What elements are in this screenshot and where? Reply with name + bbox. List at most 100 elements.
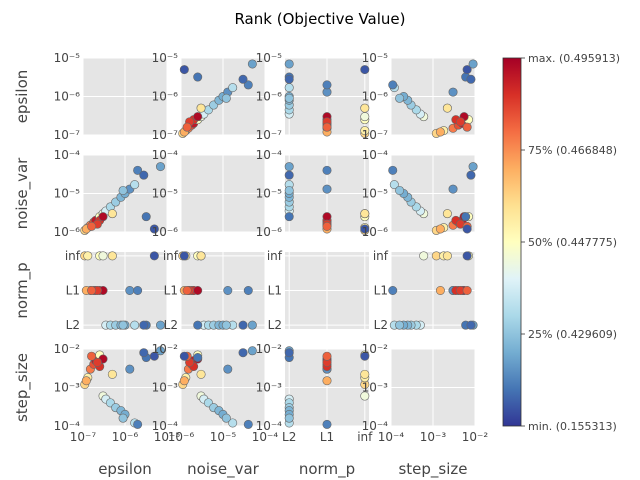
trial-point [462,285,472,295]
trial-point [360,126,370,136]
trial-point [87,285,97,295]
y-tick-label: inf [65,249,81,263]
trial-point [462,65,472,75]
panel-step_size-vs-epsilon: 10⁻⁴ 10⁻³ 10⁻² 10⁻⁷ 10⁻⁶ 10⁻⁵ [54,342,181,444]
colorbar-tick-label: 50% (0.447775) [528,236,617,249]
trial-point [193,320,203,330]
trial-point [149,251,159,261]
panel-norm_p-vs-norm_p: L2 L1 inf [267,249,369,332]
y-tick-label: 10⁻⁶ [152,90,179,104]
y-tick-label: 10⁻⁴ [256,419,283,433]
trial-point [243,80,253,90]
panel-epsilon-vs-step_size: 10⁻⁷ 10⁻⁶ 10⁻⁵ [362,51,478,142]
trial-point [284,348,294,358]
trial-point [98,212,108,222]
trial-point [435,285,445,295]
trial-point [133,285,143,295]
trial-point [360,65,370,75]
y-tick-label: 10⁻⁵ [256,187,283,201]
trial-point [130,180,140,190]
trial-point [360,391,370,401]
trial-point [193,72,203,82]
trial-point [221,320,231,330]
trial-point [130,320,140,330]
trial-point [193,285,203,295]
y-tick-label: 10⁻⁵ [152,187,179,201]
y-tick-label: 10⁻⁶ [152,225,179,239]
y-tick-label: L1 [268,284,282,298]
trial-point [461,212,471,222]
trial-point [466,320,476,330]
trial-point [221,413,231,423]
trial-point [107,369,117,379]
y-tick-label: 10⁻⁷ [362,128,389,142]
panel-norm_p-vs-noise_var: L2 L1 inf [163,249,266,332]
trial-point [247,59,257,69]
y-tick-label: 10⁻⁵ [152,51,179,65]
y-tick-label: L2 [268,318,282,332]
chart-title: Rank (Objective Value) [234,10,405,28]
trial-point [118,413,128,423]
trial-point [87,221,97,231]
y-tick-label: 10⁻⁴ [152,419,179,433]
colorbar-tick-label: min. (0.155313) [528,420,617,433]
x-axis-label-noise_var: noise_var [187,460,259,479]
scatter-matrix: 10⁻⁷10⁻⁶10⁻⁵10⁻⁷10⁻⁶10⁻⁵10⁻⁷10⁻⁶10⁻⁵10⁻⁷… [13,51,488,479]
x-tick-label: inf [357,430,373,444]
trial-point [139,320,149,330]
y-tick-label: inf [373,249,389,263]
trial-point [247,346,257,356]
y-tick-label: 10⁻⁴ [54,148,81,162]
panel-step_size-vs-norm_p: 10⁻⁴ 10⁻³ 10⁻² L2 L1 inf [256,342,374,444]
trial-point [125,364,135,374]
y-tick-label: 10⁻² [54,342,81,356]
colorbar-tick-label: max. (0.495913) [528,52,620,65]
x-tick-label: 10⁻⁷ [70,430,97,444]
trial-point [462,251,472,261]
x-tick-label: L2 [282,430,296,444]
trial-point [462,122,472,132]
trial-point [466,74,476,84]
trial-point [196,103,206,113]
trial-point [179,251,189,261]
trial-point [83,251,93,261]
trial-point [360,369,370,379]
trial-point [455,117,465,127]
trial-point [284,74,294,84]
trial-point [442,103,452,113]
y-tick-label: 10⁻⁶ [362,90,389,104]
y-tick-label: 10⁻⁶ [54,225,81,239]
trial-point [193,112,203,122]
trial-point [223,285,233,295]
trial-point [118,320,128,330]
y-tick-label: 10⁻⁶ [362,225,389,239]
y-tick-label: 10⁻⁵ [362,187,389,201]
panel-norm_p-vs-step_size: L2 L1 inf [373,249,478,332]
colorbar-tick-label: 75% (0.466848) [528,144,617,157]
y-tick-label: 10⁻⁵ [362,51,389,65]
x-axis-label-norm_p: norm_p [299,460,355,479]
panel-noise_var-vs-epsilon: 10⁻⁶ 10⁻⁵ 10⁻⁴ [54,148,168,239]
y-tick-label: 10⁻⁶ [54,90,81,104]
trial-point [141,212,151,222]
y-tick-label: 10⁻⁷ [256,128,283,142]
trial-point [468,59,478,69]
y-tick-label: 10⁻³ [54,381,81,395]
trial-point [360,112,370,122]
trial-point [139,348,149,358]
y-tick-label: 10⁻² [152,342,179,356]
trial-point [196,251,206,261]
y-tick-label: 10⁻⁴ [362,419,389,433]
trial-point [388,80,398,90]
x-tick-label: L1 [320,430,334,444]
colorbar-tick-label: 25% (0.429609) [528,328,617,341]
trial-point [360,351,370,361]
x-tick-label: 10⁻⁴ [252,430,279,444]
trial-point [179,65,189,75]
panel-epsilon-vs-epsilon: 10⁻⁷ 10⁻⁶ 10⁻⁵ [54,51,168,142]
x-tick-label: 10⁻⁴ [378,430,405,444]
trial-point [284,59,294,69]
trial-point [139,170,149,180]
y-tick-label: 10⁻² [362,342,389,356]
